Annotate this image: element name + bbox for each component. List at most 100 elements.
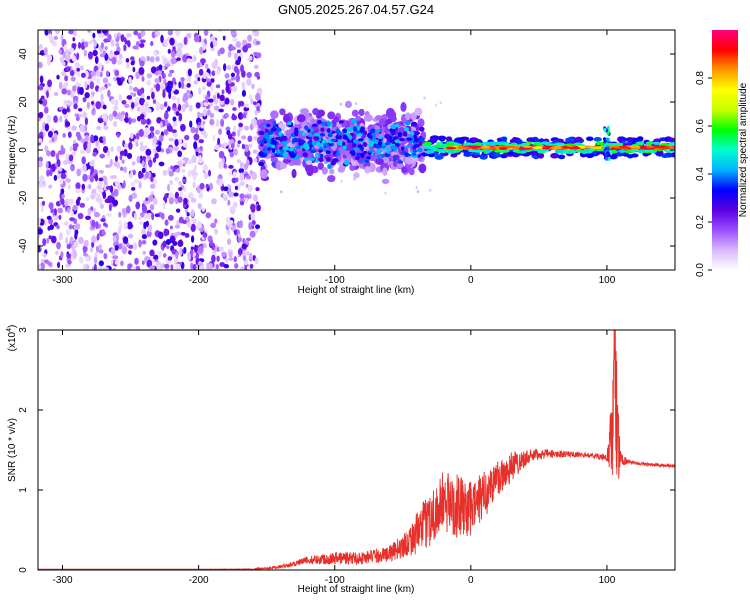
noise-cell	[87, 51, 93, 60]
noise-cell	[66, 243, 71, 250]
noise-cell	[69, 217, 75, 222]
line-glow	[445, 142, 454, 146]
noise-cell	[118, 94, 122, 102]
noise-cell	[163, 78, 167, 84]
noise-cell	[228, 191, 234, 198]
noise-cell	[131, 161, 136, 166]
noise-cell	[90, 194, 96, 200]
noise-cell	[108, 51, 114, 59]
noise-cell	[214, 228, 218, 235]
spectrogram-x-ticks: -300 -200 -100 0 100	[52, 30, 616, 286]
band-cell	[319, 132, 326, 137]
noise-cell	[180, 159, 186, 164]
line-core	[549, 146, 563, 150]
noise-cell	[138, 66, 145, 76]
band-cell	[326, 128, 331, 133]
noise-cell	[174, 224, 181, 229]
band-halo	[363, 114, 373, 122]
noise-cell	[106, 82, 112, 87]
noise-cell	[157, 70, 163, 75]
noise-cell	[46, 114, 52, 124]
band-cell	[397, 132, 402, 138]
band-cell	[302, 152, 308, 158]
noise-cell	[200, 122, 204, 129]
noise-cell	[95, 196, 102, 203]
noise-cell	[215, 119, 220, 128]
noise-cell	[193, 80, 198, 85]
noise-cell	[213, 106, 217, 110]
noise-cell	[219, 47, 225, 55]
band-cell	[342, 128, 348, 134]
band-halo	[297, 150, 304, 158]
line-core	[498, 147, 508, 150]
noise-cell	[167, 48, 171, 54]
noise-cell	[224, 73, 230, 79]
noise-cell	[162, 240, 167, 248]
noise-cell	[164, 39, 168, 47]
noise-cell	[60, 173, 67, 180]
noise-cell	[58, 214, 62, 220]
noise-cell	[233, 125, 237, 132]
band-cell	[276, 127, 282, 132]
noise-cell	[123, 44, 127, 52]
noise-cell	[198, 87, 202, 95]
band-halo	[279, 108, 286, 116]
noise-cell	[64, 201, 69, 206]
noise-cell	[72, 250, 77, 259]
noise-cell	[163, 196, 167, 202]
noise-cell	[239, 201, 245, 206]
noise-cell	[217, 92, 220, 99]
noise-cell	[242, 113, 247, 119]
noise-cell	[164, 263, 170, 269]
band-halo	[374, 115, 383, 121]
snr-series-line	[38, 330, 675, 570]
noise-cell	[119, 150, 126, 156]
noise-cell	[79, 124, 85, 133]
band-cell	[279, 137, 284, 142]
noise-cell	[116, 133, 120, 138]
noise-cell	[195, 102, 201, 109]
noise-cell	[210, 78, 215, 83]
spectrogram-heat-layer	[38, 30, 675, 270]
noise-cell	[172, 83, 176, 91]
noise-cell	[72, 37, 76, 42]
noise-cell	[126, 62, 130, 69]
noise-cell	[44, 30, 49, 36]
band-cell	[266, 138, 273, 144]
noise-cell	[146, 95, 151, 100]
noise-cell	[190, 223, 196, 232]
noise-cell	[94, 173, 99, 182]
noise-cell	[90, 91, 95, 96]
noise-cell	[197, 220, 202, 229]
line-halo	[617, 136, 626, 141]
noise-cell	[180, 123, 186, 132]
noise-cell	[149, 249, 155, 257]
noise-cell	[251, 220, 256, 226]
spectrogram-y-tick-label: 40	[18, 48, 29, 60]
line-glow	[467, 148, 477, 153]
noise-cell	[184, 101, 189, 109]
band-halo	[358, 108, 365, 117]
noise-cell	[53, 132, 58, 141]
noise-cell	[182, 54, 188, 63]
band-cell	[293, 129, 299, 135]
noise-cell	[92, 151, 97, 157]
noise-cell	[64, 75, 69, 82]
noise-cell	[205, 63, 209, 70]
noise-cell	[170, 58, 177, 65]
noise-cell	[215, 84, 221, 89]
noise-cell	[197, 77, 201, 82]
noise-cell	[63, 160, 69, 165]
noise-cell	[163, 228, 169, 237]
noise-cell	[114, 102, 118, 108]
noise-cell	[190, 209, 195, 218]
noise-cell	[76, 67, 80, 72]
noise-cell	[110, 259, 114, 265]
noise-cell	[161, 72, 166, 80]
noise-cell	[108, 113, 114, 122]
noise-cell	[156, 145, 162, 153]
noise-cell	[76, 52, 80, 61]
line-glow	[575, 149, 584, 153]
noise-cell	[225, 126, 231, 132]
noise-cell	[58, 232, 63, 241]
